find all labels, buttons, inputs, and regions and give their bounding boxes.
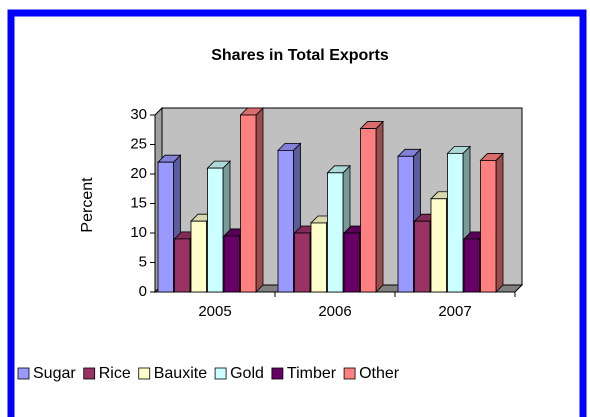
y-tick-label: 15: [130, 194, 147, 211]
bar-front: [207, 167, 224, 293]
bar-front: [277, 149, 294, 293]
bar-front: [463, 238, 480, 293]
legend-label: Gold: [230, 365, 264, 382]
bar-front: [414, 220, 431, 293]
bar-front: [480, 160, 497, 293]
legend-swatch: [214, 367, 227, 380]
y-tick-label: 10: [130, 224, 147, 241]
y-tick-label: 30: [130, 106, 147, 123]
bar-side: [375, 120, 384, 293]
legend-swatch: [271, 367, 284, 380]
x-tick-label: 2006: [318, 303, 351, 320]
y-tick-label: 5: [139, 253, 147, 270]
bar: [239, 107, 264, 293]
legend-label: Sugar: [33, 365, 76, 382]
bar-front: [430, 198, 447, 293]
bar-front: [343, 232, 360, 293]
x-tick-label: 2005: [198, 303, 231, 320]
bar-side: [495, 152, 504, 293]
y-axis-label: Percent: [79, 177, 96, 233]
bar-front: [157, 161, 174, 293]
bar-front: [397, 155, 414, 293]
bar-front: [294, 232, 311, 293]
legend-swatch: [138, 367, 151, 380]
bar-front: [223, 235, 240, 293]
bar-front: [174, 238, 191, 293]
bar-front: [190, 220, 207, 293]
y-tick-label: 25: [130, 135, 147, 152]
bar: [479, 152, 504, 293]
y-tick-label: 20: [130, 165, 147, 182]
legend-swatch: [17, 367, 30, 380]
legend-label: Bauxite: [154, 365, 207, 382]
legend-label: Timber: [287, 365, 337, 382]
bar: [359, 120, 384, 293]
bar-front: [360, 128, 377, 293]
x-tick-label: 2007: [438, 303, 471, 320]
bar-front: [310, 222, 327, 293]
bar-front: [447, 152, 464, 293]
legend-swatch: [343, 367, 356, 380]
legend-label: Other: [359, 365, 400, 382]
y-tick-label: 0: [139, 283, 147, 300]
legend-label: Rice: [99, 365, 131, 382]
bar-side: [255, 107, 264, 293]
bar-front: [240, 114, 257, 293]
legend-swatch: [83, 367, 96, 380]
bar-front: [327, 172, 344, 293]
chart-title: Shares in Total Exports: [211, 47, 389, 64]
